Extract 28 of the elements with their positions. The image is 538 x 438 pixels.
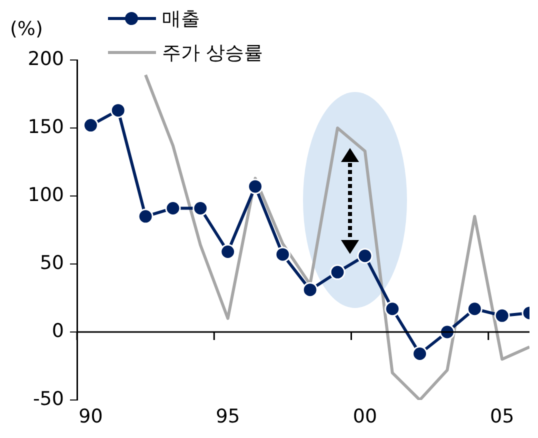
- point: [330, 264, 346, 280]
- point: [412, 346, 428, 362]
- legend-label: 매출: [162, 7, 200, 32]
- y-tick-label: 200: [28, 48, 64, 70]
- point: [192, 200, 208, 216]
- x-tick-label: 90: [78, 405, 103, 428]
- y-tick-label: 150: [28, 116, 64, 138]
- y-axis-title: (%): [10, 18, 43, 40]
- point: [357, 248, 373, 264]
- point: [110, 102, 126, 118]
- y-tick-label: -50: [32, 388, 64, 410]
- legend-label: 주가 상승률: [162, 41, 264, 66]
- x-tick-label: 95: [216, 405, 240, 428]
- point: [274, 246, 290, 262]
- x-tick-label: 00: [352, 405, 378, 428]
- point: [220, 244, 236, 260]
- point: [466, 301, 482, 317]
- point: [165, 200, 181, 216]
- x-tick-label: 05: [490, 405, 514, 428]
- y-tick-label: 0: [52, 320, 64, 342]
- point: [494, 308, 510, 324]
- y-tick-label: 50: [40, 252, 64, 274]
- y-tick-label: 100: [28, 184, 64, 206]
- point: [82, 118, 98, 134]
- point: [384, 301, 400, 317]
- point: [302, 282, 318, 298]
- point: [138, 208, 154, 224]
- point: [248, 178, 264, 194]
